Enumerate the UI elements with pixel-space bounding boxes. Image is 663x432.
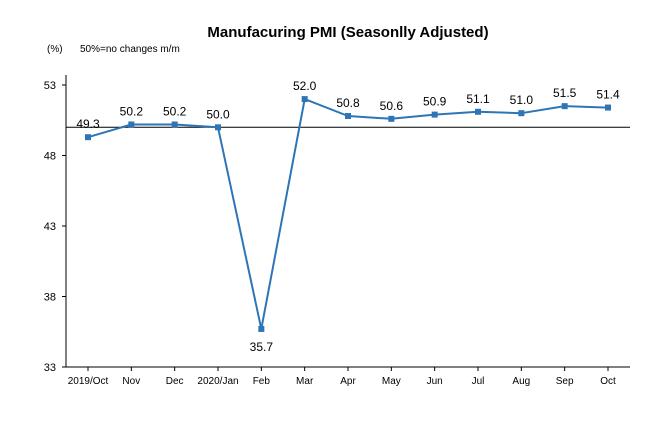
data-point bbox=[85, 134, 91, 141]
x-tick-label: Apr bbox=[340, 376, 356, 387]
data-label: 51.4 bbox=[596, 88, 620, 102]
x-tick-label: May bbox=[382, 376, 401, 387]
y-tick-label: 53 bbox=[44, 80, 56, 92]
x-tick-label: Jun bbox=[427, 376, 443, 387]
y-tick-label: 48 bbox=[44, 151, 56, 163]
data-point bbox=[431, 111, 438, 118]
x-tick-label: Nov bbox=[122, 376, 140, 387]
x-tick-label: 2019/Oct bbox=[68, 376, 109, 387]
chart-annotation: 50%=no changes m/m bbox=[80, 44, 180, 55]
x-tick-label: Mar bbox=[296, 376, 314, 387]
data-label: 50.2 bbox=[163, 104, 187, 118]
data-label: 35.7 bbox=[250, 340, 274, 354]
data-point bbox=[301, 96, 308, 103]
y-tick-label: 33 bbox=[44, 362, 56, 374]
chart-title: Manufacuring PMI (Seasonlly Adjusted) bbox=[207, 24, 488, 41]
data-point bbox=[475, 108, 481, 115]
data-label: 50.2 bbox=[120, 104, 144, 118]
series-line bbox=[87, 98, 609, 330]
data-point bbox=[605, 104, 611, 111]
series-group bbox=[85, 96, 611, 332]
data-label: 49.3 bbox=[76, 117, 100, 131]
data-label: 51.5 bbox=[553, 86, 577, 100]
data-label: 50.8 bbox=[336, 96, 360, 110]
data-label: 50.6 bbox=[380, 99, 404, 113]
data-label: 50.0 bbox=[206, 107, 230, 121]
data-label: 50.9 bbox=[423, 95, 447, 109]
data-point bbox=[258, 325, 265, 332]
axes: 33 38 43 48 53 2019/Oct Nov Dec 2020/Jan Feb Mar Ap… bbox=[44, 75, 630, 387]
y-tick-label: 38 bbox=[44, 292, 56, 304]
x-tick-label: Feb bbox=[253, 376, 271, 387]
data-point bbox=[345, 113, 351, 120]
y-axis-unit-label: (%) bbox=[47, 44, 63, 55]
data-point bbox=[518, 110, 525, 117]
x-tick-label: 2020/Jan bbox=[197, 376, 238, 387]
x-tick-label: Jul bbox=[472, 376, 485, 387]
data-label: 52.0 bbox=[293, 79, 317, 93]
y-tick-label: 43 bbox=[44, 221, 56, 233]
data-labels-group: 49.3 50.2 50.2 50.0 35.7 52.0 50.8 50.6 50.9 51.1… bbox=[76, 79, 620, 354]
x-tick-label: Aug bbox=[512, 376, 530, 387]
data-point bbox=[128, 121, 135, 128]
data-point bbox=[215, 124, 221, 131]
x-tick-label: Oct bbox=[600, 376, 616, 387]
data-point bbox=[388, 115, 395, 122]
x-tick-label: Dec bbox=[166, 376, 184, 387]
data-label: 51.1 bbox=[466, 92, 490, 106]
data-point bbox=[561, 103, 568, 110]
data-label: 51.0 bbox=[510, 93, 534, 107]
data-point bbox=[171, 121, 178, 128]
x-tick-label: Sep bbox=[556, 376, 574, 387]
